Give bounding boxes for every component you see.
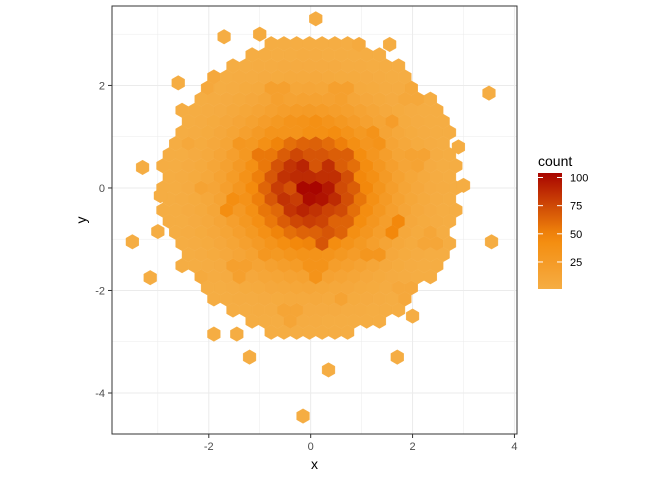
legend-tick-label: 100 [570,173,588,185]
hex-bin [242,349,257,365]
panel-border [111,5,518,435]
legend-title: count [538,153,572,169]
hex-bin [171,75,185,91]
x-tick-label: 4 [511,441,517,453]
legend-tick-label: 75 [570,201,582,213]
hex-bin [125,234,139,250]
legend-tick-label: 50 [570,229,582,241]
y-tick-label: -4 [95,388,105,400]
legend-colorbar [538,173,562,289]
y-axis-ticks: -4 -2 0 2 [95,80,112,400]
y-tick-label: 2 [99,80,105,92]
hex-bin [391,58,406,74]
x-tick-label: 0 [308,441,314,453]
hex-bin [309,11,323,27]
hex-bin [383,36,397,53]
hex-bin [217,29,231,45]
x-tick-label: 2 [410,441,416,453]
legend-tick-label: 25 [570,257,582,269]
y-axis-label: y [73,217,89,224]
x-axis-label: x [311,456,318,472]
color-legend: count 25 50 75 100 [538,153,588,289]
hex-bin [296,408,310,424]
x-axis-ticks: -2 0 2 4 [204,434,518,453]
hex-bin [230,326,244,342]
hex-bin [423,91,437,107]
hex-bin [456,177,471,193]
hex-bin [352,36,366,53]
hex-bin [405,308,420,324]
hex-bin [253,26,267,42]
hex-bin [321,362,336,378]
hex-bins [125,11,499,424]
hex-bin [451,139,466,155]
hex-bin [482,85,496,101]
hex-bin [372,47,387,63]
hex-bin [153,188,167,204]
hex-bin [484,234,499,250]
hex-bin [151,223,165,240]
hex-bin [390,349,404,365]
y-tick-label: -2 [95,285,105,297]
y-tick-label: 0 [99,183,105,195]
legend-ticks: 25 50 75 100 [538,173,588,269]
hex-bin [207,326,221,342]
x-tick-label: -2 [204,441,214,453]
hex-bin [143,270,157,286]
hex-bin [135,159,150,176]
